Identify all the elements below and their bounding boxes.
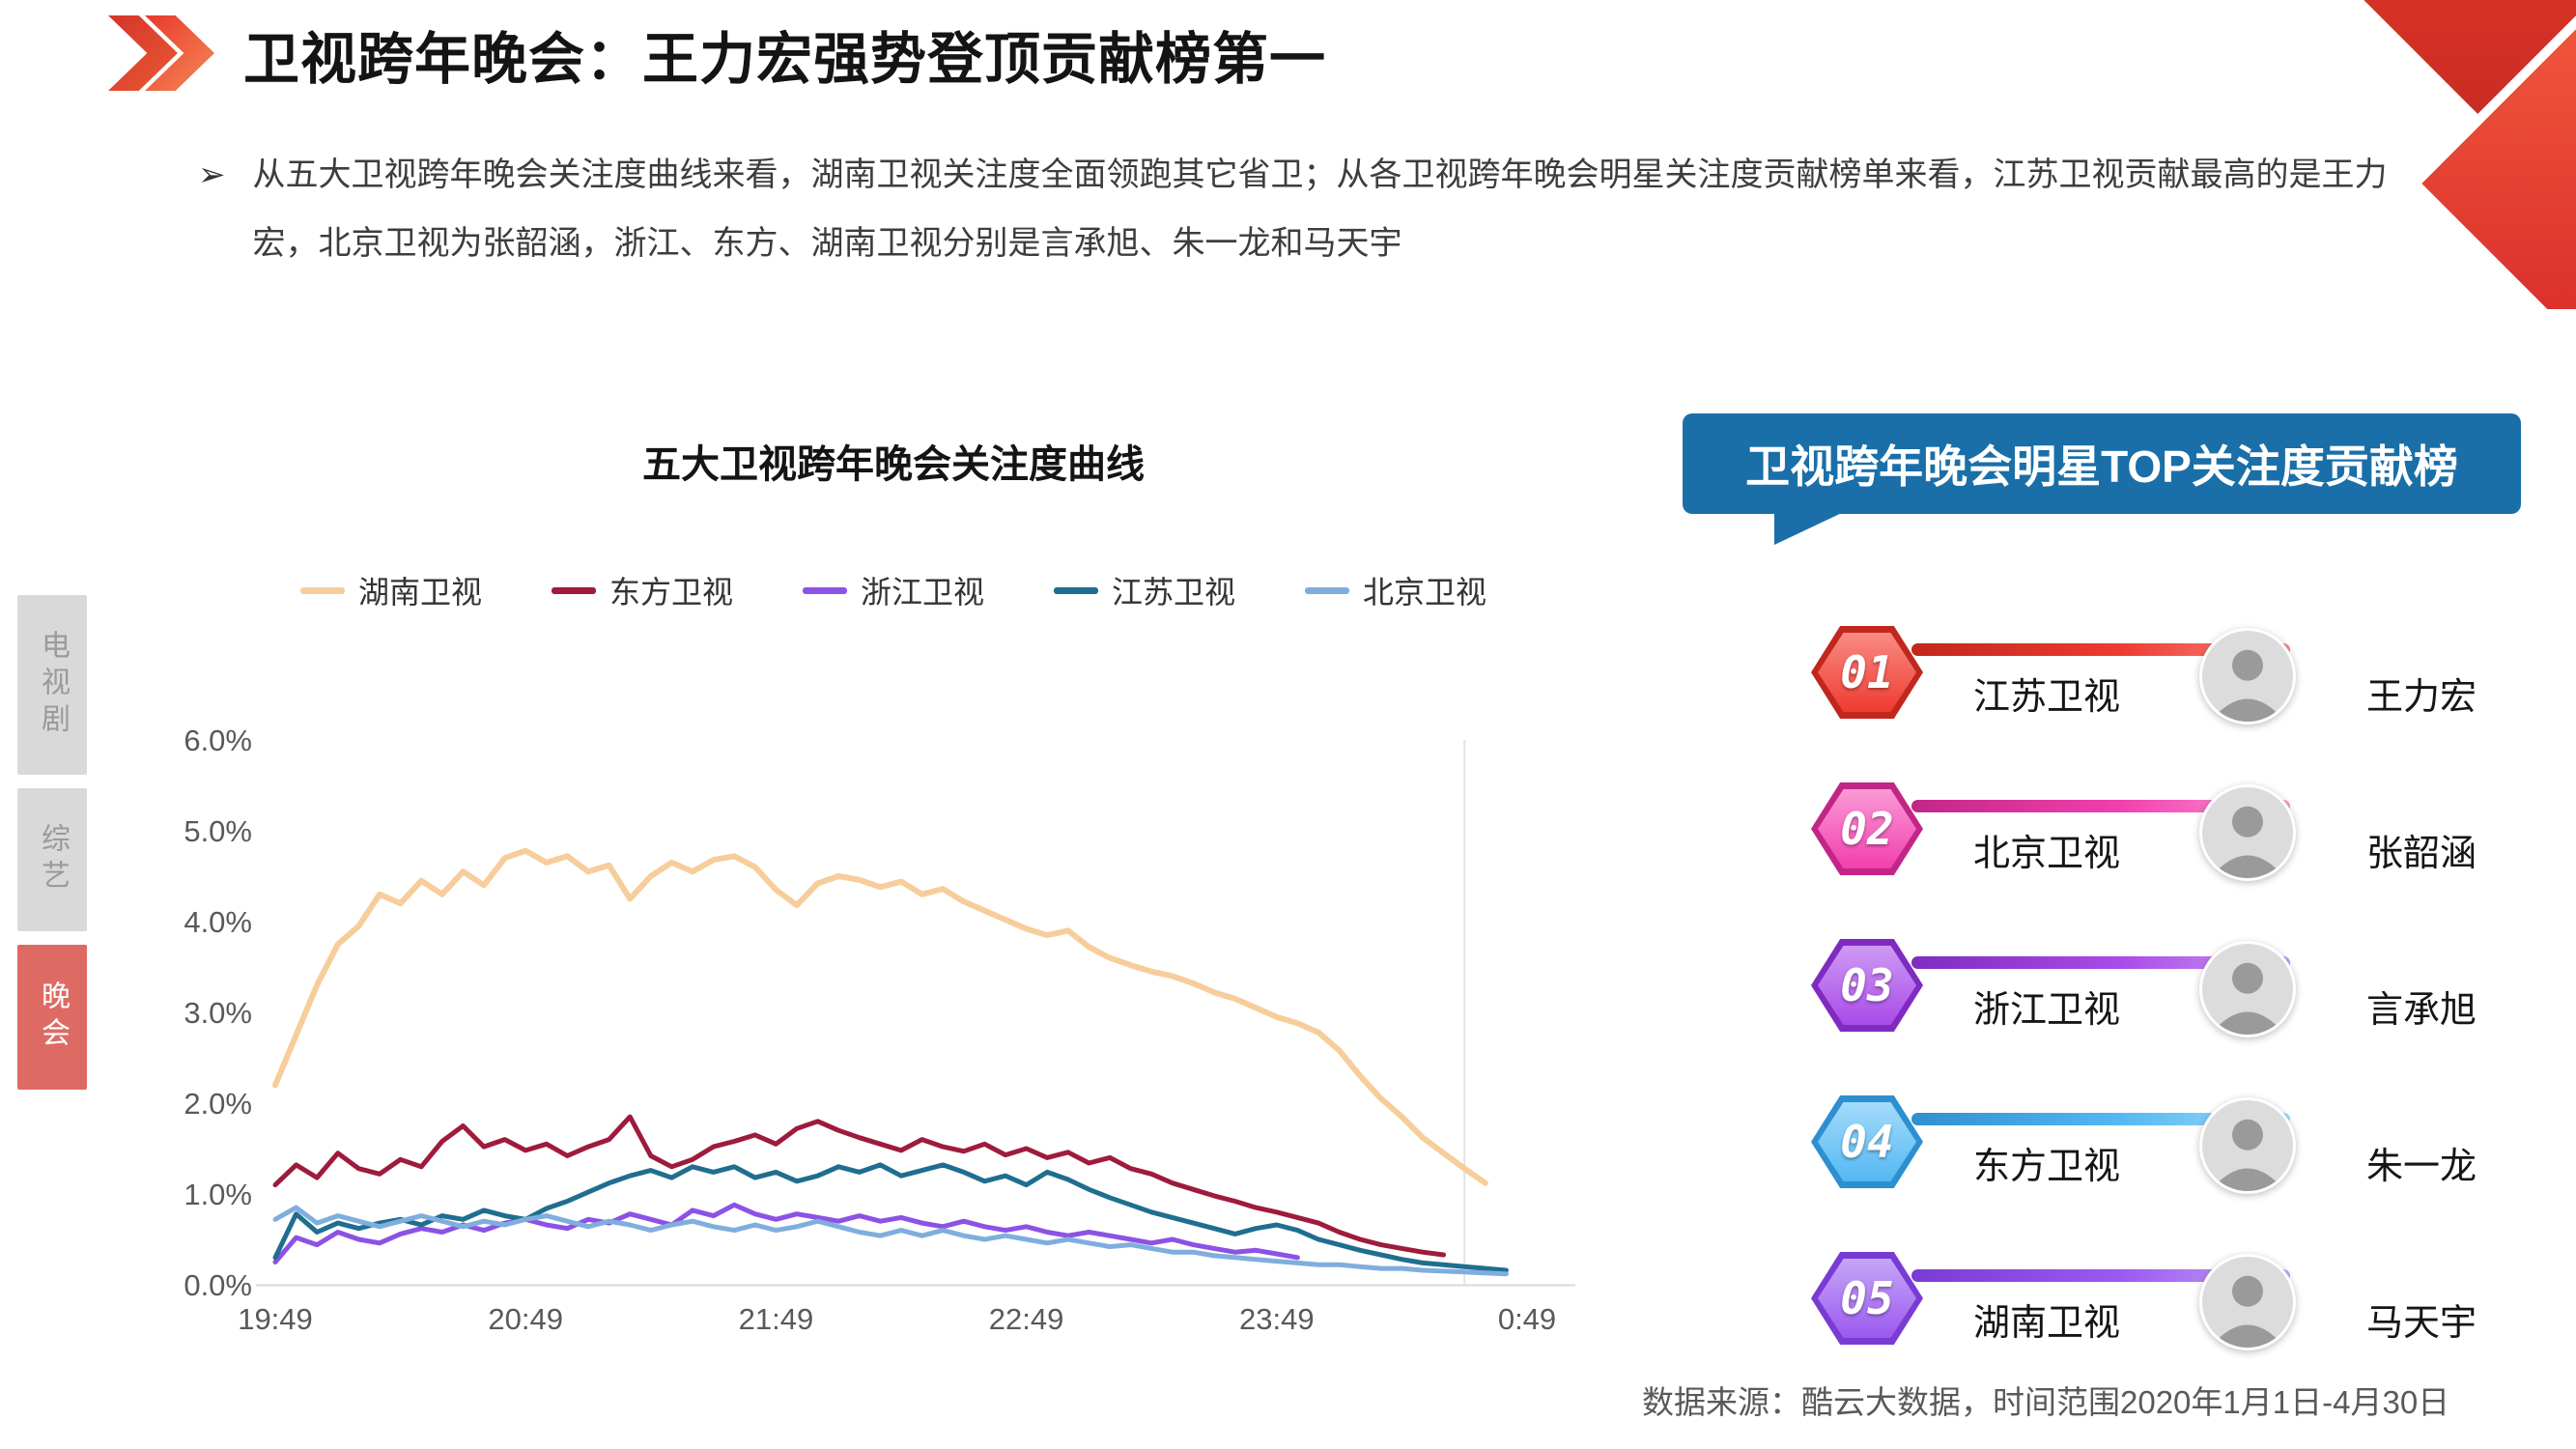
avatar-photo xyxy=(2199,784,2296,881)
rank-number: 05 xyxy=(1840,1272,1894,1324)
legend-label: 北京卫视 xyxy=(1363,575,1487,610)
legend-swatch xyxy=(1305,586,1350,594)
legend-item-4: 江苏卫视 xyxy=(1054,568,1235,612)
y-axis-label: 3.0% xyxy=(184,996,252,1030)
channel-bar xyxy=(1911,956,2290,969)
person-avatar-icon xyxy=(2202,944,2293,1035)
legend-item-3: 浙江卫视 xyxy=(802,568,984,612)
star-name: 马天宇 xyxy=(2366,1303,2477,1344)
person-avatar-icon xyxy=(2202,1100,2293,1191)
series-line-3 xyxy=(272,1202,1300,1264)
legend-label: 江苏卫视 xyxy=(1112,575,1236,610)
x-axis-label: 23:49 xyxy=(1239,1302,1315,1336)
y-axis-label: 5.0% xyxy=(184,814,252,848)
legend-swatch xyxy=(299,586,345,594)
x-axis-label: 22:49 xyxy=(989,1302,1064,1336)
x-axis-label: 20:49 xyxy=(488,1302,563,1336)
channel-bar xyxy=(1911,800,2290,812)
legend-label: 东方卫视 xyxy=(609,575,733,610)
person-avatar-icon xyxy=(2202,787,2293,878)
series-line-5 xyxy=(272,1205,1509,1277)
avatar-photo xyxy=(2199,941,2296,1037)
ribbon-shape xyxy=(2421,19,2576,309)
summary-text: 从五大卫视跨年晚会关注度曲线来看，湖南卫视关注度全面领跑其它省卫；从各卫视跨年晚… xyxy=(252,156,2388,263)
chart-title: 五大卫视跨年晚会关注度曲线 xyxy=(642,443,1145,486)
sidebar-tab-3[interactable]: 晚会 xyxy=(17,945,87,1090)
line-plot: 0.0% 1.0% 2.0% 3.0% 4.0% 5.0% 6.0% 19:49 20:49 21… xyxy=(184,724,1575,1336)
rank-number: 01 xyxy=(1840,646,1894,698)
arrow-bullet-icon: ➢ xyxy=(198,156,226,193)
rank-badge: 03 xyxy=(1811,939,1923,1032)
x-axis-label: 21:49 xyxy=(739,1302,814,1336)
attention-chart: 五大卫视跨年晚会关注度曲线 湖南卫视 东方卫视 浙江卫视 江苏卫视 北京卫视 0.0% 1… xyxy=(164,425,1623,1401)
star-name: 朱一龙 xyxy=(2366,1147,2477,1187)
series-line-4 xyxy=(272,1162,1509,1273)
sidebar-tabs: 电视剧 综艺 晚会 xyxy=(17,595,87,1090)
legend-item-2: 东方卫视 xyxy=(551,568,733,612)
page-title: 卫视跨年晚会：王力宏强势登顶贡献榜第一 xyxy=(243,28,1327,91)
rank-number: 03 xyxy=(1840,959,1894,1011)
rank-badge: 04 xyxy=(1811,1095,1923,1188)
legend-swatch xyxy=(802,586,847,594)
rank-number: 04 xyxy=(1840,1116,1894,1168)
ranking-row-1: 01 江苏卫视 王力宏 xyxy=(1811,626,2574,724)
chart-legend: 湖南卫视 东方卫视 浙江卫视 江苏卫视 北京卫视 xyxy=(164,568,1623,612)
sidebar-tab-1[interactable]: 电视剧 xyxy=(17,595,87,775)
channel-label: 北京卫视 xyxy=(1973,834,2121,874)
y-axis-label: 0.0% xyxy=(184,1268,252,1302)
ranking-list: 01 江苏卫视 王力宏 02 北京卫视 张韶涵 03 浙江卫视 言承旭 04 东方卫视 朱一龙 05 湖南… xyxy=(1811,626,2574,1408)
channel-label: 湖南卫视 xyxy=(1973,1303,2121,1344)
legend-item-5: 北京卫视 xyxy=(1305,568,1486,612)
legend-label: 湖南卫视 xyxy=(357,575,482,610)
channel-bar xyxy=(1911,1113,2290,1125)
star-name: 张韶涵 xyxy=(2366,834,2477,874)
legend-swatch xyxy=(551,586,596,594)
data-source-note: 数据来源：酷云大数据，时间范围2020年1月1日-4月30日 xyxy=(1642,1384,2450,1420)
channel-bar xyxy=(1911,1269,2290,1282)
rank-badge: 05 xyxy=(1811,1252,1923,1345)
y-axis-label: 2.0% xyxy=(184,1087,252,1121)
rank-badge: 01 xyxy=(1811,626,1923,719)
person-avatar-icon xyxy=(2202,631,2293,722)
ranking-row-3: 03 浙江卫视 言承旭 xyxy=(1811,939,2574,1037)
star-name: 言承旭 xyxy=(2366,990,2477,1031)
ranking-panel-header: 卫视跨年晚会明星TOP关注度贡献榜 xyxy=(1683,413,2521,545)
ranking-row-4: 04 东方卫视 朱一龙 xyxy=(1811,1095,2574,1194)
channel-label: 东方卫视 xyxy=(1973,1147,2121,1187)
series-line-1 xyxy=(272,847,1488,1186)
channel-label: 江苏卫视 xyxy=(1973,677,2121,718)
x-axis-label: 19:49 xyxy=(238,1302,313,1336)
series-line-2 xyxy=(272,1114,1447,1258)
x-axis-label: 0:49 xyxy=(1498,1302,1556,1336)
ribbon-shape xyxy=(2364,0,2576,164)
summary-block: ➢ 从五大卫视跨年晚会关注度曲线来看，湖南卫视关注度全面领跑其它省卫；从各卫视跨… xyxy=(198,141,2429,279)
sidebar-tab-2[interactable]: 综艺 xyxy=(17,788,87,931)
double-chevron-icon xyxy=(108,15,234,91)
rank-number: 02 xyxy=(1840,803,1894,855)
rank-badge: 02 xyxy=(1811,782,1923,875)
avatar-photo xyxy=(2199,1254,2296,1350)
ranking-row-5: 05 湖南卫视 马天宇 xyxy=(1811,1252,2574,1350)
avatar-photo xyxy=(2199,628,2296,724)
legend-swatch xyxy=(1054,586,1098,594)
y-axis-label: 1.0% xyxy=(184,1178,252,1211)
legend-label: 浙江卫视 xyxy=(860,575,984,610)
y-axis-label: 4.0% xyxy=(184,905,252,939)
ranking-row-2: 02 北京卫视 张韶涵 xyxy=(1811,782,2574,881)
channel-label: 浙江卫视 xyxy=(1973,990,2121,1031)
avatar-photo xyxy=(2199,1097,2296,1194)
y-axis-label: 6.0% xyxy=(184,724,252,757)
channel-bar xyxy=(1911,643,2290,656)
person-avatar-icon xyxy=(2202,1257,2293,1348)
legend-item-1: 湖南卫视 xyxy=(299,568,482,612)
star-name: 王力宏 xyxy=(2366,677,2477,718)
ranking-title: 卫视跨年晚会明星TOP关注度贡献榜 xyxy=(1745,441,2458,492)
